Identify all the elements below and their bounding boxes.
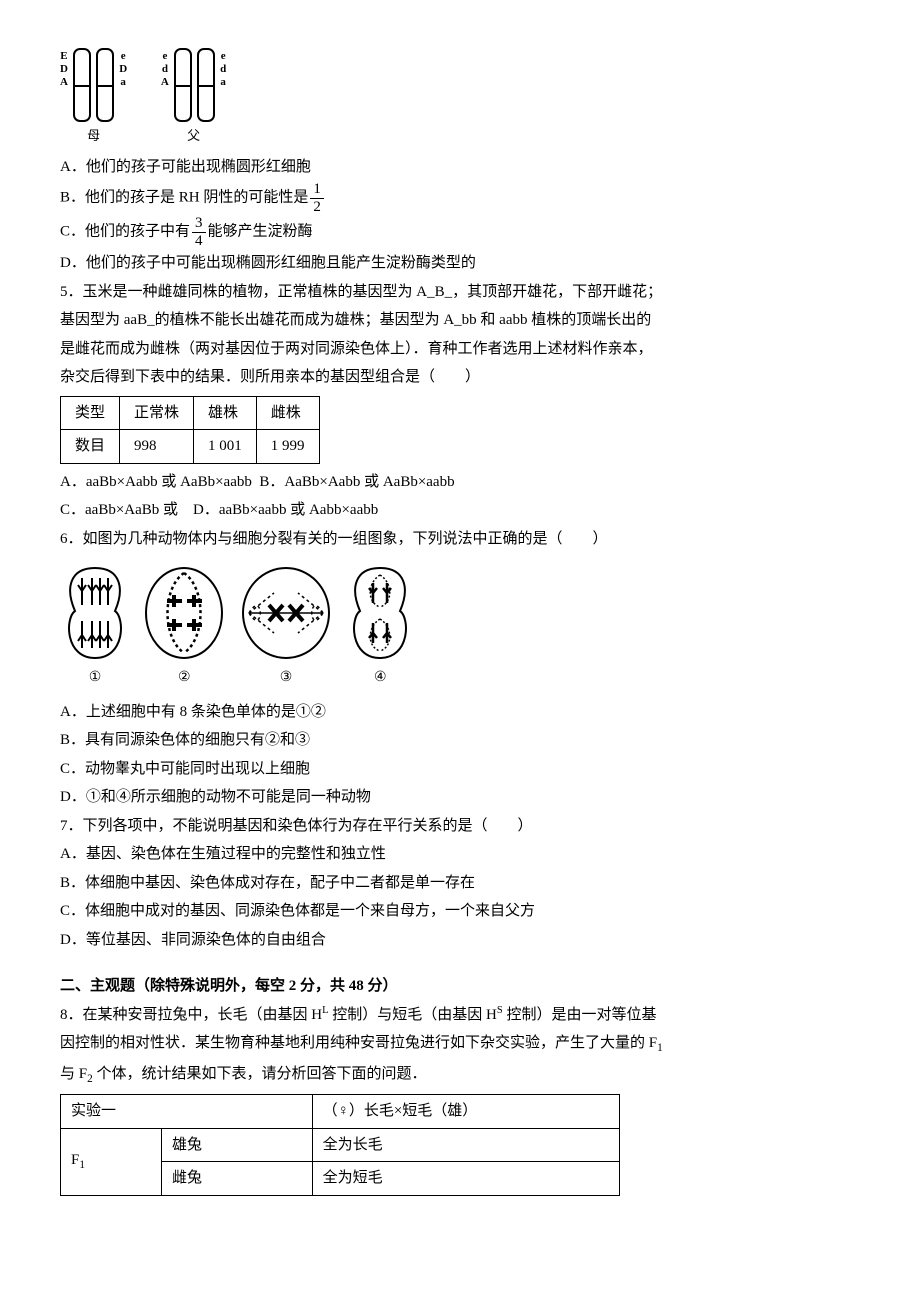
fraction: 34 bbox=[192, 215, 206, 249]
cell-caption: ④ bbox=[345, 665, 415, 692]
table-cell: 998 bbox=[120, 430, 194, 464]
table-cell: 全为短毛 bbox=[312, 1162, 619, 1196]
q5-options-row1: A．aaBb×Aabb 或 AaBb×aabb B．AaBb×Aabb 或 Aa… bbox=[60, 468, 860, 497]
q5-option-b: B．AaBb×Aabb 或 AaBb×aabb bbox=[259, 474, 454, 490]
q5-stem: 杂交后得到下表中的结果．则所用亲本的基因型组合是（ ） bbox=[60, 363, 860, 392]
chrom-label: e d a bbox=[220, 50, 226, 90]
q5-option-a: A．aaBb×Aabb 或 AaBb×aabb bbox=[60, 474, 252, 490]
chromosome-group-father: e d A e d a 父 bbox=[161, 48, 226, 149]
chromosome-shape bbox=[174, 48, 192, 122]
chromosome-shape bbox=[96, 48, 114, 122]
text: C．他们的孩子中有 bbox=[60, 224, 190, 240]
q8-stem: 与 F2 个体，统计结果如下表，请分析回答下面的问题． bbox=[60, 1060, 860, 1090]
fraction: 12 bbox=[310, 181, 324, 215]
chrom-caption: 父 bbox=[161, 124, 226, 149]
table-cell: 1 001 bbox=[194, 430, 257, 464]
text: 控制）与短毛（由基因 H bbox=[329, 1007, 497, 1023]
q7-option-d: D．等位基因、非同源染色体的自由组合 bbox=[60, 926, 860, 955]
text: 个体，统计结果如下表，请分析回答下面的问题． bbox=[93, 1066, 427, 1082]
q6-option-c: C．动物睾丸中可能同时出现以上细胞 bbox=[60, 755, 860, 784]
chromosome-group-mother: E D A e D a 母 bbox=[60, 48, 127, 149]
q7-stem: 7．下列各项中，不能说明基因和染色体行为存在平行关系的是（ ） bbox=[60, 812, 860, 841]
table-cell: 正常株 bbox=[120, 396, 194, 430]
table-cell: 实验一 bbox=[61, 1095, 313, 1129]
text: 能够产生淀粉酶 bbox=[208, 224, 313, 240]
q6-option-a: A．上述细胞中有 8 条染色单体的是①② bbox=[60, 698, 860, 727]
chrom-label: e d A bbox=[161, 50, 169, 90]
text: 控制）是由一对等位基 bbox=[503, 1007, 657, 1023]
table-cell: F1 bbox=[61, 1128, 162, 1195]
table-cell: 雌兔 bbox=[161, 1162, 312, 1196]
text: 8．在某种安哥拉兔中，长毛（由基因 H bbox=[60, 1007, 322, 1023]
cell-caption: ① bbox=[60, 665, 130, 692]
table-cell: 类型 bbox=[61, 396, 120, 430]
cell-caption: ② bbox=[142, 665, 227, 692]
chromosome-diagram: E D A e D a 母 e d A e d a 父 bbox=[60, 48, 860, 149]
q4-option-d: D．他们的孩子中可能出现椭圆形红细胞且能产生淀粉酶类型的 bbox=[60, 249, 860, 278]
table-row: F1 雄兔 全为长毛 bbox=[61, 1128, 620, 1162]
q6-option-d: D．①和④所示细胞的动物不可能是同一种动物 bbox=[60, 783, 860, 812]
q5-stem: 基因型为 aaB_的植株不能长出雄花而成为雄株；基因型为 A_bb 和 aabb… bbox=[60, 306, 860, 335]
table-cell: 数目 bbox=[61, 430, 120, 464]
q6-stem: 6．如图为几种动物体内与细胞分裂有关的一组图象，下列说法中正确的是（ ） bbox=[60, 525, 860, 554]
cell-diagram-1: ① bbox=[60, 563, 130, 692]
subscript: 1 bbox=[79, 1159, 85, 1171]
chrom-label: E D A bbox=[60, 50, 68, 90]
cell-diagram-4: ④ bbox=[345, 563, 415, 692]
q6-option-b: B．具有同源染色体的细胞只有②和③ bbox=[60, 726, 860, 755]
table-row: 数目 998 1 001 1 999 bbox=[61, 430, 320, 464]
q7-option-b: B．体细胞中基因、染色体成对存在，配子中二者都是单一存在 bbox=[60, 869, 860, 898]
table-cell: 雌株 bbox=[256, 396, 319, 430]
section-heading: 二、主观题（除特殊说明外，每空 2 分，共 48 分） bbox=[60, 972, 860, 1001]
subscript: 1 bbox=[657, 1042, 663, 1054]
table-row: 实验一 （♀）长毛×短毛（雄） bbox=[61, 1095, 620, 1129]
cell-caption: ③ bbox=[239, 665, 334, 692]
q5-option-d: D．aaBb×aabb 或 Aabb×aabb bbox=[193, 502, 378, 518]
table-cell: 1 999 bbox=[256, 430, 319, 464]
cell-diagram-3: ③ bbox=[239, 563, 334, 692]
chrom-caption: 母 bbox=[60, 124, 127, 149]
chromosome-shape bbox=[197, 48, 215, 122]
table-cell: （♀）长毛×短毛（雄） bbox=[312, 1095, 619, 1129]
cell-diagram-2: ② bbox=[142, 563, 227, 692]
table-cell: 雄兔 bbox=[161, 1128, 312, 1162]
text: 与 F bbox=[60, 1066, 87, 1082]
text: B．他们的孩子是 RH 阴性的可能性是 bbox=[60, 190, 308, 206]
table-cell: 雄株 bbox=[194, 396, 257, 430]
text: 因控制的相对性状．某生物育种基地利用纯种安哥拉兔进行如下杂交实验，产生了大量的 … bbox=[60, 1035, 657, 1051]
q5-option-c: C．aaBb×AaBb 或 bbox=[60, 502, 178, 518]
q5-options-row2: C．aaBb×AaBb 或 D．aaBb×aabb 或 Aabb×aabb bbox=[60, 496, 860, 525]
q7-option-c: C．体细胞中成对的基因、同源染色体都是一个来自母方，一个来自父方 bbox=[60, 897, 860, 926]
table-row: 类型 正常株 雄株 雌株 bbox=[61, 396, 320, 430]
q5-table: 类型 正常株 雄株 雌株 数目 998 1 001 1 999 bbox=[60, 396, 320, 464]
q5-stem: 5．玉米是一种雌雄同株的植物，正常植株的基因型为 A_B_，其顶部开雄花，下部开… bbox=[60, 278, 860, 307]
q8-table: 实验一 （♀）长毛×短毛（雄） F1 雄兔 全为长毛 雌兔 全为短毛 bbox=[60, 1094, 620, 1196]
chromosome-shape bbox=[73, 48, 91, 122]
q4-option-b: B．他们的孩子是 RH 阴性的可能性是12 bbox=[60, 181, 860, 215]
chrom-label: e D a bbox=[119, 50, 127, 90]
cell-diagram-row: ① ② bbox=[60, 563, 860, 692]
q8-stem: 因控制的相对性状．某生物育种基地利用纯种安哥拉兔进行如下杂交实验，产生了大量的 … bbox=[60, 1029, 860, 1059]
q8-stem: 8．在某种安哥拉兔中，长毛（由基因 HL 控制）与短毛（由基因 HS 控制）是由… bbox=[60, 1001, 860, 1030]
q7-option-a: A．基因、染色体在生殖过程中的完整性和独立性 bbox=[60, 840, 860, 869]
q5-stem: 是雌花而成为雌株（两对基因位于两对同源染色体上）．育种工作者选用上述材料作亲本， bbox=[60, 335, 860, 364]
table-cell: 全为长毛 bbox=[312, 1128, 619, 1162]
q4-option-c: C．他们的孩子中有34能够产生淀粉酶 bbox=[60, 215, 860, 249]
q4-option-a: A．他们的孩子可能出现椭圆形红细胞 bbox=[60, 153, 860, 182]
